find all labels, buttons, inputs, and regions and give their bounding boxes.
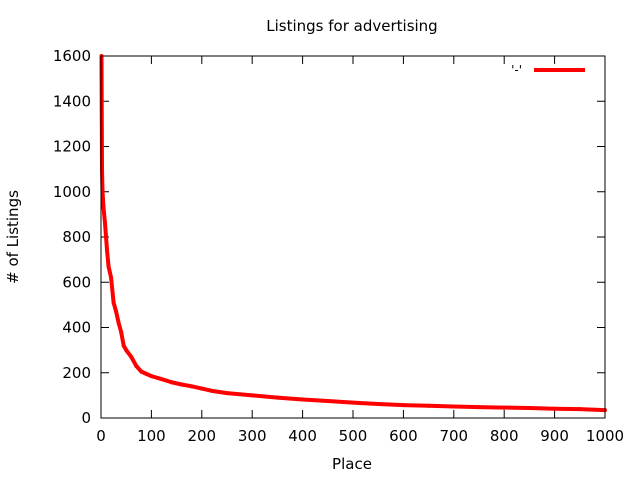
data-point [144,371,149,376]
data-point [552,406,557,411]
x-axis-label: Place [332,455,372,473]
y-tick-label: 400 [62,319,91,337]
y-tick-label: 800 [62,228,91,246]
x-tick-label: 100 [137,427,166,445]
data-point [426,403,431,408]
data-point [275,395,280,400]
y-tick-label: 1000 [53,183,91,201]
y-tick-label: 1400 [53,92,91,110]
data-point [149,374,154,379]
data-point [124,348,129,353]
data-point [169,380,174,385]
y-axis-label: # of Listings [4,190,22,284]
data-point [139,369,144,374]
data-point [250,393,255,398]
data-point [103,221,108,226]
chart-title: Listings for advertising [266,17,437,35]
data-point [300,397,305,402]
data-point [159,377,164,382]
y-tick-label: 1600 [53,47,91,65]
y-tick-label: 1200 [53,138,91,156]
x-tick-label: 500 [339,427,368,445]
data-point [111,300,116,305]
data-point [129,354,134,359]
data-point [121,343,126,348]
data-point [109,275,114,280]
legend-label: '-' [511,63,522,77]
data-point [351,400,355,405]
data-point [376,401,381,406]
data-point [477,405,481,410]
axis-ticks: 0 100 200 300 400 500 600 700 800 900 1000 0 200 400 6… [53,47,624,445]
data-point [179,382,184,387]
data-point [451,404,456,409]
data-point [134,363,139,368]
data-point [106,264,111,269]
data-point [502,405,507,410]
data-point [209,388,214,393]
data-point [401,403,406,408]
data-point [100,189,105,194]
plot-frame [100,55,606,419]
x-tick-label: 900 [540,427,569,445]
data-point [114,309,119,314]
legend: '-' [511,63,585,77]
x-tick-label: 1000 [586,427,624,445]
data-point [325,399,330,404]
x-tick-label: 300 [238,427,267,445]
x-tick-label: 600 [389,427,418,445]
y-tick-label: 600 [62,273,91,291]
data-point [577,407,582,412]
y-tick-label: 0 [81,409,91,427]
x-tick-label: 0 [96,427,106,445]
x-tick-label: 700 [439,427,468,445]
x-tick-label: 200 [187,427,216,445]
y-tick-label: 200 [62,364,91,382]
data-point [101,205,106,210]
x-tick-label: 800 [490,427,519,445]
data-point [225,391,229,396]
series-layer [99,54,607,413]
data-point [189,384,194,389]
data-point [527,406,532,411]
data-point [199,386,204,391]
data-point [119,330,124,335]
data-point [105,248,110,253]
x-tick-label: 400 [288,427,317,445]
data-point [116,320,121,325]
